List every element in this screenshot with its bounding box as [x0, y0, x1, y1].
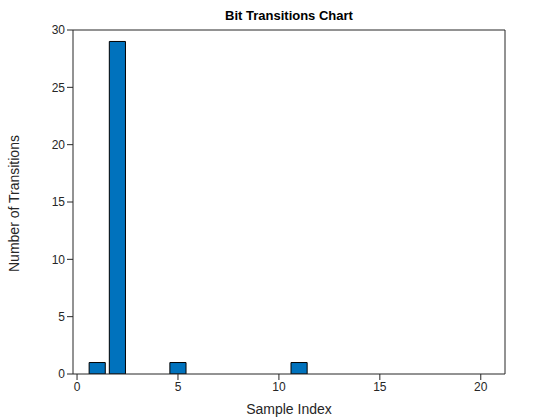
svg-text:20: 20 [52, 138, 66, 152]
svg-text:0: 0 [74, 380, 81, 394]
svg-text:20: 20 [474, 380, 488, 394]
svg-text:5: 5 [58, 310, 65, 324]
svg-text:15: 15 [373, 380, 387, 394]
svg-text:5: 5 [175, 380, 182, 394]
svg-text:30: 30 [52, 23, 66, 37]
svg-text:Sample Index: Sample Index [246, 401, 332, 417]
svg-text:25: 25 [52, 81, 66, 95]
svg-text:0: 0 [58, 367, 65, 381]
svg-text:15: 15 [52, 195, 66, 209]
svg-text:Number of Transitions: Number of Transitions [8, 135, 22, 272]
html-text:Bit Transitions Chart: Bit Transitions Chart [225, 8, 353, 23]
svg-text:10: 10 [52, 253, 66, 267]
svg-text:10: 10 [272, 380, 286, 394]
